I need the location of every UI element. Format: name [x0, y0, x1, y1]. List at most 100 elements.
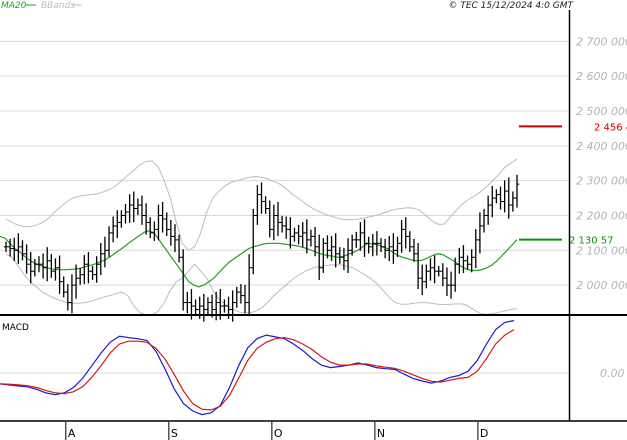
price-panel: 2 456 4 2 130 57 2 000 000 2 100 000 2 200 … [0, 35, 627, 322]
ohlc-bar [424, 264, 429, 289]
macd-line [0, 320, 515, 416]
ohlc-bar [304, 219, 310, 254]
bband-upper-line [5, 158, 518, 251]
ohlc-bar [349, 234, 355, 256]
price-y-axis: 2 000 000 2 100 000 2 200 000 2 300 000 2 40… [576, 35, 627, 292]
ohlc-bar [395, 236, 400, 257]
chart-header: MA20 BBands © TEC 15/12/2024 4:0 GMT [1, 1, 574, 11]
ohlc-bar [53, 258, 58, 281]
ohlc-bar [444, 267, 450, 296]
ohlc-bar [94, 256, 99, 283]
ohlc-bar [131, 191, 136, 223]
ohlc-bar [362, 219, 367, 257]
ohlc-bar [432, 255, 437, 284]
macd-y-tick-label: 0.00 [600, 367, 625, 380]
ohlc-bar [123, 203, 128, 224]
ohlc-bar [452, 257, 458, 292]
ohlc-bar [193, 299, 198, 317]
price-y-tick-label: 2 600 000 [576, 70, 627, 83]
ohlc-bar [498, 186, 503, 210]
ohlc-bar [490, 185, 495, 218]
ohlc-bar [370, 233, 375, 257]
ohlc-bar [152, 221, 157, 241]
ohlc-bar [469, 249, 474, 273]
ohlc-bar [230, 290, 235, 322]
ohlc-bar [448, 271, 454, 299]
ohlc-bar [98, 242, 103, 276]
ohlc-bar [32, 259, 38, 277]
annotation-value-label: 2 130 57 [569, 236, 614, 247]
x-month-label: N [377, 427, 385, 440]
ohlc-bar [465, 255, 470, 270]
ohlc-bar [333, 233, 338, 268]
ohlc-bar [481, 208, 487, 233]
ohlc-bar [164, 212, 169, 237]
macd-title: MACD [2, 323, 29, 333]
ohlc-bar [185, 291, 190, 314]
price-y-tick-label: 2 200 000 [576, 209, 627, 222]
ohlc-bar [110, 216, 116, 243]
ohlc-bar [65, 284, 71, 311]
ohlc-bar [12, 237, 17, 262]
ohlc-bar [73, 264, 79, 299]
ohlc-bar [477, 212, 483, 254]
ohlc-bar [28, 252, 33, 284]
ohlc-bar [399, 220, 404, 253]
ohlc-bar [86, 252, 91, 284]
x-month-label: D [480, 427, 488, 440]
ohlc-bar [20, 240, 25, 261]
ohlc-bar [403, 217, 408, 249]
legend-bbands-label: BBands [41, 1, 75, 11]
ma20-series [0, 230, 518, 288]
ohlc-bar [77, 268, 83, 285]
price-gridlines [0, 40, 569, 286]
ohlc-bar [514, 174, 520, 208]
ohlc-bar [457, 247, 462, 274]
ohlc-bar [506, 177, 511, 219]
ohlc-bar [255, 185, 260, 225]
ohlc-bar [329, 236, 334, 262]
ohlc-bar [209, 294, 215, 318]
ohlc-bar [366, 236, 371, 254]
ohlc-bar [181, 249, 186, 311]
price-annotations: 2 456 4 2 130 57 [519, 122, 627, 247]
ohlc-bar [284, 216, 289, 239]
ohlc-bars [3, 174, 520, 322]
ohlc-bar [378, 238, 384, 253]
ohlc-bar [205, 297, 211, 315]
ohlc-bar [242, 284, 248, 314]
ohlc-bar [485, 195, 491, 225]
ohlc-bar [436, 265, 441, 277]
price-y-tick-label: 2 000 000 [576, 279, 627, 292]
ohlc-bar [156, 204, 161, 241]
annotation-value-label: 2 456 4 [594, 122, 627, 133]
ma20-line [0, 230, 518, 288]
ohlc-bar [148, 217, 153, 239]
ohlc-bar [316, 234, 322, 280]
ohlc-bar [127, 194, 132, 223]
ohlc-bar [411, 238, 417, 262]
ohlc-bar [69, 274, 75, 314]
ohlc-bar [415, 242, 421, 289]
ohlc-bar [296, 224, 301, 245]
ohlc-bar [337, 247, 342, 264]
ohlc-bar [502, 180, 507, 213]
ohlc-bar [345, 238, 351, 273]
ohlc-bar [135, 198, 141, 216]
ohlc-bar [308, 229, 314, 247]
ohlc-bar [510, 191, 516, 212]
copyright-timestamp: © TEC 15/12/2024 4:0 GMT [448, 1, 574, 11]
x-month-label: S [171, 427, 178, 440]
ohlc-bar [259, 182, 264, 214]
bband-lower-line [5, 253, 518, 316]
ohlc-bar [3, 241, 9, 253]
ohlc-bar [473, 229, 478, 269]
ohlc-bar [82, 254, 87, 285]
macd-signal-line [0, 329, 515, 411]
macd-panel: MACD 0.00 [0, 320, 625, 416]
ohlc-bar [354, 231, 359, 248]
ohlc-bar [246, 254, 252, 317]
ohlc-bar [143, 203, 149, 235]
